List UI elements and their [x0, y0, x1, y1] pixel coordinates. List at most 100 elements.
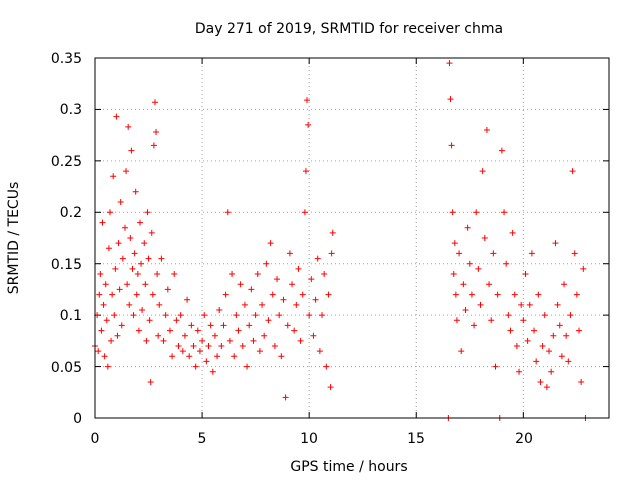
- data-point-marker: [509, 229, 516, 236]
- data-point-marker: [329, 229, 336, 236]
- data-point-marker: [239, 343, 246, 349]
- data-point-marker: [171, 271, 178, 277]
- y-tick-label: 0.3: [60, 102, 82, 118]
- data-point-marker: [314, 255, 321, 262]
- data-point-marker: [494, 291, 501, 298]
- data-point-marker: [539, 343, 546, 349]
- data-point-marker: [111, 312, 118, 319]
- data-point-marker: [578, 379, 585, 385]
- data-point-marker: [145, 255, 152, 262]
- data-point-marker: [110, 173, 117, 180]
- data-point-marker: [139, 307, 146, 313]
- data-point-marker: [284, 322, 291, 329]
- data-point-marker: [158, 255, 165, 262]
- y-tick-label: 0.05: [51, 360, 82, 376]
- data-point-marker: [302, 168, 309, 175]
- data-point-marker: [199, 337, 206, 344]
- x-tick-label: 15: [407, 431, 425, 447]
- plot-frame: [94, 57, 610, 419]
- data-point-marker: [244, 363, 251, 370]
- y-tick-label: 0.2: [60, 205, 82, 221]
- y-tick-label: 0.35: [51, 51, 82, 67]
- data-point-marker: [214, 353, 221, 360]
- data-point-marker: [263, 260, 270, 267]
- data-point-marker: [126, 301, 133, 308]
- grid-lines: [95, 58, 609, 418]
- data-point-marker: [526, 301, 533, 308]
- data-point-marker: [134, 271, 141, 277]
- data-point-marker: [267, 240, 274, 247]
- data-point-marker: [573, 291, 580, 298]
- data-point-marker: [321, 271, 328, 277]
- data-point-marker: [276, 312, 283, 319]
- data-point-marker: [558, 353, 565, 360]
- data-point-marker: [548, 368, 555, 375]
- data-point-marker: [209, 368, 216, 375]
- data-point-marker: [537, 379, 544, 385]
- data-point-marker: [475, 265, 482, 272]
- data-point-marker: [554, 301, 561, 308]
- data-point-marker: [231, 353, 238, 360]
- data-point-marker: [119, 255, 126, 262]
- data-point-marker: [464, 224, 471, 231]
- data-point-marker: [576, 327, 583, 334]
- data-point-marker: [237, 281, 244, 288]
- x-axis-label: GPS time / hours: [290, 459, 407, 475]
- data-point-marker: [466, 260, 473, 267]
- data-point-marker: [194, 327, 201, 334]
- data-point-marker: [520, 317, 527, 324]
- data-point-marker: [146, 317, 153, 324]
- axis-ticks: [94, 57, 609, 419]
- data-point-marker: [507, 327, 514, 334]
- data-point-marker: [96, 291, 103, 298]
- data-point-marker: [460, 281, 467, 288]
- data-point-marker: [186, 353, 193, 360]
- y-axis-label: SRMTID / TECUs: [6, 182, 22, 295]
- data-point-marker: [149, 291, 156, 298]
- data-points: [92, 60, 589, 421]
- data-point-marker: [166, 327, 173, 334]
- data-point-marker: [297, 337, 304, 344]
- data-point-marker: [220, 322, 227, 329]
- data-point-marker: [150, 142, 157, 149]
- data-point-marker: [541, 312, 548, 319]
- data-point-marker: [175, 343, 182, 349]
- data-point-marker: [144, 209, 151, 216]
- data-point-marker: [580, 265, 587, 272]
- data-point-marker: [295, 265, 302, 272]
- data-point-marker: [218, 343, 225, 349]
- data-point-marker: [226, 337, 233, 344]
- data-point-marker: [304, 97, 311, 104]
- data-point-marker: [319, 312, 326, 319]
- data-point-marker: [483, 127, 490, 133]
- data-point-marker: [201, 312, 208, 319]
- data-point-marker: [109, 291, 116, 298]
- data-point-marker: [252, 312, 259, 319]
- data-point-marker: [571, 250, 578, 257]
- data-point-marker: [477, 301, 484, 308]
- data-point-marker: [117, 199, 124, 205]
- data-point-marker: [155, 332, 162, 339]
- data-point-marker: [486, 281, 493, 288]
- data-point-marker: [129, 265, 136, 272]
- data-point-marker: [503, 260, 510, 267]
- data-point-marker: [513, 343, 520, 349]
- data-point-marker: [308, 276, 315, 283]
- data-point-marker: [162, 312, 169, 319]
- data-point-marker: [556, 322, 563, 329]
- data-point-marker: [133, 291, 140, 298]
- data-point-marker: [271, 343, 278, 349]
- data-point-marker: [563, 332, 570, 339]
- chart-title: Day 271 of 2019, SRMTID for receiver chm…: [195, 21, 503, 37]
- data-point-marker: [135, 327, 142, 334]
- data-point-marker: [552, 240, 559, 247]
- data-point-marker: [259, 301, 266, 308]
- data-point-marker: [241, 301, 248, 308]
- data-point-marker: [196, 348, 203, 355]
- data-point-marker: [125, 123, 132, 130]
- data-point-marker: [132, 188, 139, 195]
- data-point-marker: [327, 384, 334, 391]
- data-point-marker: [127, 235, 134, 241]
- data-point-marker: [190, 343, 197, 349]
